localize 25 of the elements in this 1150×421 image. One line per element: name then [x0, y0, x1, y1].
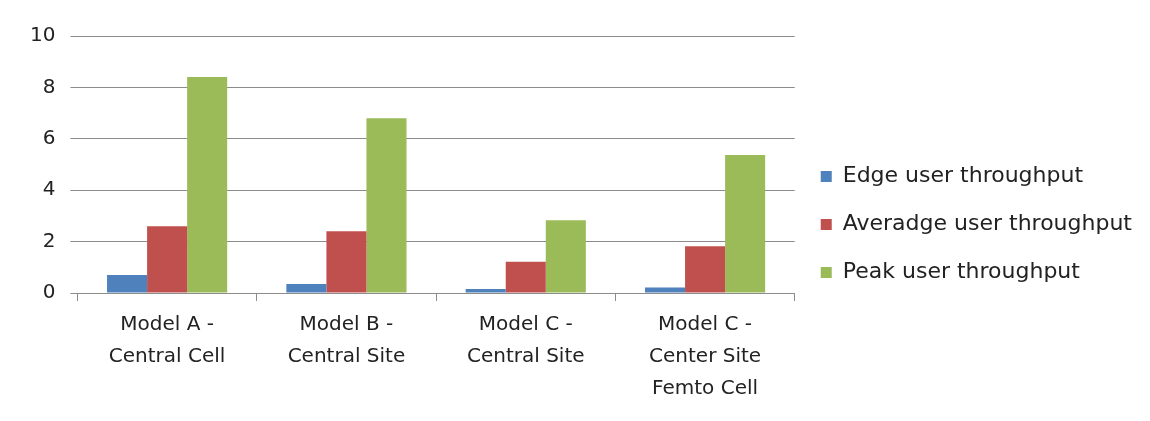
y-tick-label: 2: [42, 227, 56, 252]
bar: [545, 220, 586, 293]
bar: [725, 154, 766, 293]
bar: [505, 261, 546, 293]
bar: [326, 231, 367, 293]
bar: [645, 287, 686, 293]
bar: [107, 275, 148, 293]
y-tick-label: 10: [30, 22, 56, 47]
x-tick-label: Model C - Central Site: [466, 311, 585, 368]
y-tick-label: 0: [42, 279, 56, 304]
bar: [187, 77, 228, 293]
legend-label: Averadge user throughput: [842, 210, 1133, 236]
x-tick-label: Model C - Center Site Femto Cell: [649, 311, 762, 400]
x-tick-label: Model B - Central Site: [287, 311, 406, 368]
bar: [685, 246, 726, 293]
y-tick-label: 6: [42, 125, 56, 149]
y-tick-label: 8: [42, 73, 56, 98]
bar: [286, 284, 327, 293]
y-tick-label: 4: [42, 176, 56, 201]
bar: [465, 288, 506, 293]
bar: [147, 226, 188, 293]
x-tick-label: Model A - Central Cell: [108, 311, 226, 368]
legend-label: Edge user throughput: [842, 162, 1084, 188]
bar: [366, 118, 407, 293]
legend-label: Peak user throughput: [842, 258, 1081, 284]
